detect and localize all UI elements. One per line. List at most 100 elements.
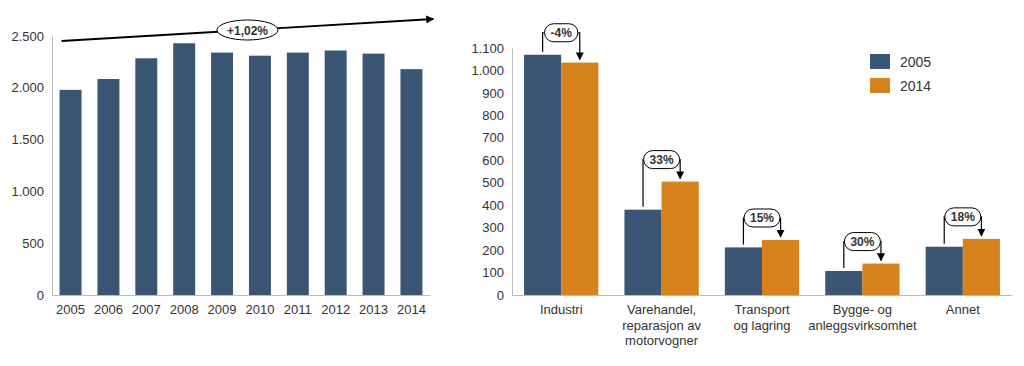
x-tick-label-line: Varehandel, xyxy=(627,302,696,317)
y-tick-label: 2.000 xyxy=(11,80,44,95)
x-tick-label: 2014 xyxy=(397,302,426,317)
legend-label: 2005 xyxy=(900,54,931,70)
bar xyxy=(862,264,899,295)
y-tick: 2.500 xyxy=(11,29,52,44)
bar xyxy=(926,247,963,295)
chart-1: 01002003004005006007008009001.0001.100In… xyxy=(471,24,1012,349)
y-tick: 300 xyxy=(482,220,512,235)
x-tick: Transportog lagring xyxy=(733,295,790,333)
legend-item: 2005 xyxy=(870,54,931,70)
x-tick: Varehandel,reparasjon avmotorvogner xyxy=(622,295,701,348)
bar xyxy=(97,79,119,295)
y-tick-label: 100 xyxy=(482,265,504,280)
y-tick: 400 xyxy=(482,198,512,213)
x-tick: 2013 xyxy=(359,295,388,317)
x-tick-label-line: 2006 xyxy=(94,302,123,317)
y-tick: 200 xyxy=(482,243,512,258)
change-label-box xyxy=(945,208,981,226)
y-tick-label: 1.500 xyxy=(11,132,44,147)
y-tick-label: 1.000 xyxy=(471,63,504,78)
x-tick: 2005 xyxy=(56,295,85,317)
bar xyxy=(762,240,799,295)
bar xyxy=(662,182,699,295)
x-tick-label-line: 2005 xyxy=(56,302,85,317)
change-label: 15% xyxy=(750,211,774,225)
x-tick: 2011 xyxy=(284,295,312,317)
change-label: -4% xyxy=(551,26,573,40)
x-axis: 2005200620072008200920102011201220132014 xyxy=(53,295,431,317)
y-tick-label: 800 xyxy=(482,108,504,123)
change-label: 30% xyxy=(850,235,874,249)
y-tick: 500 xyxy=(482,175,512,190)
x-tick-label-line: Bygge- og xyxy=(833,302,892,317)
y-tick-label: 2.500 xyxy=(11,29,44,44)
x-tick: Industri xyxy=(540,295,583,317)
x-tick-label-line: anleggsvirksomhet xyxy=(808,318,917,333)
y-tick: 700 xyxy=(482,130,512,145)
x-tick-label: Varehandel,reparasjon avmotorvogner xyxy=(622,302,701,348)
bar xyxy=(173,43,195,295)
y-tick: 1.000 xyxy=(471,63,512,78)
y-tick: 2.000 xyxy=(11,80,52,95)
plot-area xyxy=(524,55,1000,295)
y-tick: 800 xyxy=(482,108,512,123)
y-tick-label: 200 xyxy=(482,243,504,258)
y-tick: 0 xyxy=(37,288,52,303)
trend-label: +1,02% xyxy=(227,24,268,38)
y-tick-label: 400 xyxy=(482,198,504,213)
y-axis: 01002003004005006007008009001.0001.100 xyxy=(471,41,512,303)
legend-swatch xyxy=(870,78,890,93)
x-axis-line xyxy=(53,295,431,296)
change-label-box xyxy=(644,151,680,169)
y-axis-line xyxy=(52,37,53,296)
annotations: +1,02% xyxy=(62,19,434,41)
x-tick: 2008 xyxy=(170,295,199,317)
x-tick: Annet xyxy=(946,295,980,317)
y-tick: 1.500 xyxy=(11,132,52,147)
legend: 2005 2014 xyxy=(870,54,931,94)
x-tick: 2010 xyxy=(245,295,274,317)
x-tick-label: 2013 xyxy=(359,302,388,317)
x-tick-label: 2011 xyxy=(284,302,312,317)
x-tick-label-line: Annet xyxy=(946,302,980,317)
legend-item: 2014 xyxy=(870,78,931,94)
bar xyxy=(725,247,762,295)
bar xyxy=(325,51,347,295)
x-tick-label-line: motorvogner xyxy=(625,333,699,348)
bar xyxy=(561,63,598,295)
y-tick: 100 xyxy=(482,265,512,280)
bar xyxy=(963,239,1000,295)
x-tick-label-line: reparasjon av xyxy=(622,318,701,333)
x-tick-label: 2006 xyxy=(94,302,123,317)
change-label-box xyxy=(744,209,780,227)
y-tick: 1.100 xyxy=(471,41,512,56)
y-axis: 05001.0001.5002.0002.500 xyxy=(11,29,52,303)
y-tick-label: 300 xyxy=(482,220,504,235)
x-tick-label: 2010 xyxy=(245,302,274,317)
x-tick-label: Annet xyxy=(946,302,980,317)
x-tick-label-line: Transport xyxy=(734,302,790,317)
y-tick-label: 700 xyxy=(482,130,504,145)
trend-label-box xyxy=(217,20,278,40)
change-label-box xyxy=(844,233,880,251)
x-tick: 2006 xyxy=(94,295,123,317)
x-tick-label-line: 2011 xyxy=(284,302,312,317)
bar xyxy=(400,69,422,295)
bar xyxy=(135,58,157,295)
plot-area xyxy=(60,43,423,295)
x-tick-label-line: Industri xyxy=(540,302,583,317)
x-tick-label: 2009 xyxy=(208,302,237,317)
bar xyxy=(624,210,661,295)
chart-canvas: 05001.0001.5002.0002.5002005200620072008… xyxy=(0,0,1024,366)
y-tick-label: 500 xyxy=(22,236,44,251)
x-tick: 2009 xyxy=(208,295,237,317)
series-0 xyxy=(524,55,963,295)
x-tick-label-line: og lagring xyxy=(733,318,790,333)
y-tick-label: 1.100 xyxy=(471,41,504,56)
legend-label: 2014 xyxy=(900,78,931,94)
x-tick-label-line: 2008 xyxy=(170,302,199,317)
x-tick: 2014 xyxy=(397,295,426,317)
x-tick-label-line: 2014 xyxy=(397,302,426,317)
x-tick-label: 2007 xyxy=(132,302,161,317)
x-tick: 2007 xyxy=(132,295,161,317)
